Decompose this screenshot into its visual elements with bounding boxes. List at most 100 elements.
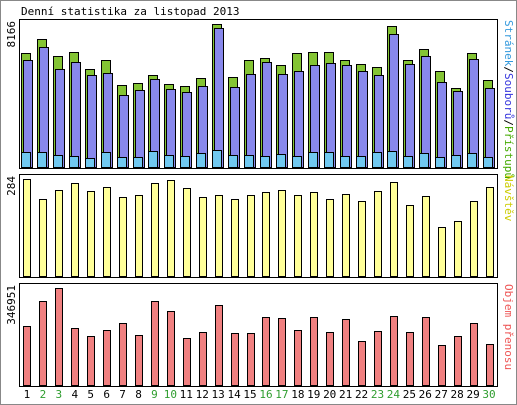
- x-axis-day-label: 16: [259, 388, 272, 401]
- bottom-panel-bar-objem-p-enosu-day-10: [167, 311, 175, 386]
- top-panel-bar-soubor--day-7: [119, 95, 129, 168]
- x-axis-day-label: 12: [196, 388, 209, 401]
- top-panel-bar-soubor--day-2: [39, 47, 49, 168]
- bottom-panel-bar-objem-p-enosu-day-3: [55, 288, 63, 386]
- top-panel-bar-str-nek-day-5: [85, 158, 95, 168]
- bottom-panel-bar-objem-p-enosu-day-23: [374, 331, 382, 386]
- x-axis-day-label: 22: [355, 388, 368, 401]
- top-panel-bar-str-nek-day-26: [419, 153, 429, 168]
- x-axis-day-label: 14: [227, 388, 241, 401]
- top-panel-bar-soubor--day-30: [485, 88, 495, 168]
- middle-panel-bar-n-v-t-v-day-29: [470, 201, 478, 277]
- bottom-panel-bar-objem-p-enosu-day-21: [342, 319, 350, 386]
- x-axis-day-label: 21: [339, 388, 352, 401]
- x-axis-day-label: 29: [466, 388, 479, 401]
- top-panel-series-label: Stránek/Souborů/Přístupů: [502, 20, 515, 179]
- middle-panel-bar-n-v-t-v-day-25: [406, 205, 414, 277]
- top-panel-bar-str-nek-day-29: [467, 153, 477, 168]
- top-panel-bar-str-nek-day-7: [117, 157, 127, 168]
- middle-panel-bar-n-v-t-v-day-3: [55, 190, 63, 277]
- x-axis-day-label: 23: [371, 388, 384, 401]
- top-panel-bar-str-nek-day-12: [196, 153, 206, 168]
- bottom-panel-bar-objem-p-enosu-day-1: [23, 326, 31, 386]
- bottom-panel-bar-objem-p-enosu-day-20: [326, 332, 334, 386]
- top-panel-bar-soubor--day-3: [55, 69, 65, 168]
- middle-panel-bar-n-v-t-v-day-28: [454, 221, 462, 277]
- middle-panel-ymax-label: 284: [5, 176, 18, 196]
- top-panel-bar-str-nek-day-1: [21, 152, 31, 168]
- bottom-panel-bar-objem-p-enosu-day-4: [71, 328, 79, 386]
- top-panel-bar-soubor--day-24: [389, 34, 399, 168]
- bottom-panel-bar-objem-p-enosu-day-24: [390, 316, 398, 386]
- x-axis-day-label: 6: [103, 388, 110, 401]
- top-panel-bar-soubor--day-16: [262, 62, 272, 168]
- top-panel-bar-str-nek-day-14: [228, 155, 238, 168]
- bottom-panel-bar-objem-p-enosu-day-9: [151, 301, 159, 386]
- bottom-panel-bar-objem-p-enosu-day-12: [199, 332, 207, 386]
- middle-panel-bar-n-v-t-v-day-23: [374, 191, 382, 277]
- middle-panel-bar-n-v-t-v-day-17: [278, 190, 286, 277]
- bottom-panel-frame: [19, 283, 498, 387]
- top-panel-bar-soubor--day-5: [87, 75, 97, 168]
- top-panel-series-label-part: /: [502, 119, 515, 126]
- top-panel-bar-str-nek-day-18: [292, 156, 302, 168]
- top-panel-bar-soubor--day-8: [135, 90, 145, 168]
- bottom-panel-bar-objem-p-enosu-day-15: [247, 333, 255, 386]
- top-panel-bar-soubor--day-1: [23, 60, 33, 168]
- middle-panel-bar-n-v-t-v-day-12: [199, 197, 207, 277]
- top-panel-bar-soubor--day-25: [405, 64, 415, 168]
- top-panel-bar-str-nek-day-9: [148, 151, 158, 168]
- bottom-panel-bar-objem-p-enosu-day-6: [103, 330, 111, 386]
- middle-panel-bar-n-v-t-v-day-9: [151, 183, 159, 277]
- middle-panel-bar-n-v-t-v-day-30: [486, 187, 494, 277]
- bottom-panel-bar-objem-p-enosu-day-14: [231, 333, 239, 386]
- top-panel-bar-str-nek-day-25: [403, 156, 413, 168]
- middle-panel-bar-n-v-t-v-day-6: [103, 187, 111, 277]
- middle-panel-bar-n-v-t-v-day-15: [247, 195, 255, 277]
- top-panel-bar-str-nek-day-30: [483, 157, 493, 168]
- bottom-panel-bar-objem-p-enosu-day-13: [215, 305, 223, 386]
- x-axis-day-label: 7: [119, 388, 126, 401]
- middle-panel-bar-n-v-t-v-day-1: [23, 179, 31, 277]
- top-panel-series-label-part: Stránek: [502, 20, 515, 67]
- top-panel-bar-str-nek-day-19: [308, 152, 318, 168]
- middle-panel-bar-n-v-t-v-day-2: [39, 199, 47, 277]
- middle-panel-bar-n-v-t-v-day-11: [183, 188, 191, 277]
- bottom-panel-series-label: Objem přenosu: [502, 284, 515, 370]
- middle-panel-bar-n-v-t-v-day-27: [438, 227, 446, 277]
- middle-panel-bar-n-v-t-v-day-20: [326, 199, 334, 277]
- top-panel-bar-soubor--day-22: [358, 71, 368, 168]
- top-panel-bar-str-nek-day-10: [164, 155, 174, 168]
- top-panel-bar-str-nek-day-11: [180, 156, 190, 168]
- top-panel-bar-str-nek-day-2: [37, 152, 47, 168]
- x-axis-day-label: 28: [451, 388, 464, 401]
- middle-panel-bar-n-v-t-v-day-18: [294, 195, 302, 277]
- top-panel-series-label-part: Souborů: [502, 73, 515, 119]
- x-axis-day-label: 26: [419, 388, 432, 401]
- middle-panel-frame: [19, 174, 498, 278]
- bottom-panel-bar-objem-p-enosu-day-30: [486, 344, 494, 386]
- x-axis-day-label: 3: [56, 388, 63, 401]
- middle-panel-bar-n-v-t-v-day-22: [358, 201, 366, 277]
- top-panel-bar-str-nek-day-13: [212, 150, 222, 168]
- middle-panel-bar-n-v-t-v-day-14: [231, 199, 239, 277]
- top-panel-bar-soubor--day-17: [278, 74, 288, 168]
- middle-panel-bar-n-v-t-v-day-7: [119, 197, 127, 277]
- x-axis-day-label: 1: [24, 388, 31, 401]
- x-axis-day-label: 17: [275, 388, 288, 401]
- middle-panel-bar-n-v-t-v-day-13: [215, 195, 223, 277]
- x-axis-day-label: 24: [387, 388, 401, 401]
- top-panel-bar-soubor--day-20: [326, 63, 336, 168]
- bottom-panel-bar-objem-p-enosu-day-17: [278, 318, 286, 386]
- bottom-panel-bar-objem-p-enosu-day-27: [438, 345, 446, 386]
- bottom-panel-bar-objem-p-enosu-day-5: [87, 336, 95, 386]
- bottom-panel-bar-objem-p-enosu-day-22: [358, 341, 366, 386]
- x-axis-day-label: 27: [435, 388, 448, 401]
- x-axis-day-label: 10: [164, 388, 177, 401]
- top-panel-frame: [19, 19, 498, 169]
- top-panel-bar-str-nek-day-16: [260, 156, 270, 168]
- bottom-panel-bar-objem-p-enosu-day-16: [262, 317, 270, 386]
- top-panel-bar-soubor--day-26: [421, 56, 431, 168]
- bottom-panel-bar-objem-p-enosu-day-25: [406, 332, 414, 386]
